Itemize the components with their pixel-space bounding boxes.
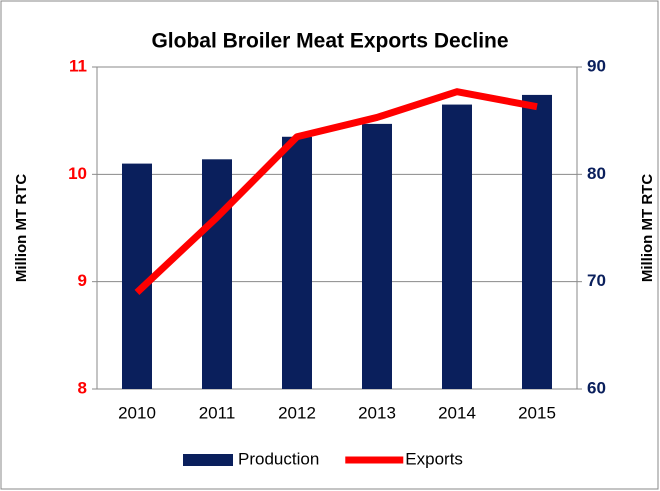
y-tick-label: 11 [69, 56, 87, 75]
y2-tick-label: 80 [587, 164, 606, 183]
bar [442, 104, 472, 390]
x-tick-label: 2011 [199, 403, 236, 422]
y-tick-label: 10 [68, 164, 87, 183]
y2-tick-label: 90 [587, 56, 606, 75]
y2-tick-label: 60 [587, 378, 606, 397]
bar [362, 123, 392, 390]
legend-swatch [183, 454, 233, 466]
bar [282, 136, 312, 389]
y2-axis-label: Million MT RTC [639, 174, 656, 282]
x-tick-label: 2012 [278, 403, 316, 422]
chart-title: Global Broiler Meat Exports Decline [151, 30, 508, 53]
line [134, 88, 538, 295]
bar [522, 94, 552, 389]
x-tick-label: 2015 [518, 403, 556, 422]
y2-tick-label: 70 [587, 271, 606, 290]
x-tick-label: 2010 [118, 403, 156, 422]
y-tick-label: 9 [78, 271, 87, 290]
x-tick-label: 2014 [438, 403, 476, 422]
y-axis-label: Million MT RTC [13, 174, 30, 282]
y-tick-label: 8 [78, 378, 87, 397]
x-tick-label: 2013 [358, 403, 396, 422]
legend-label: Exports [405, 449, 463, 468]
bar [122, 163, 152, 389]
bar [202, 159, 232, 389]
legend-label: Production [238, 449, 319, 468]
